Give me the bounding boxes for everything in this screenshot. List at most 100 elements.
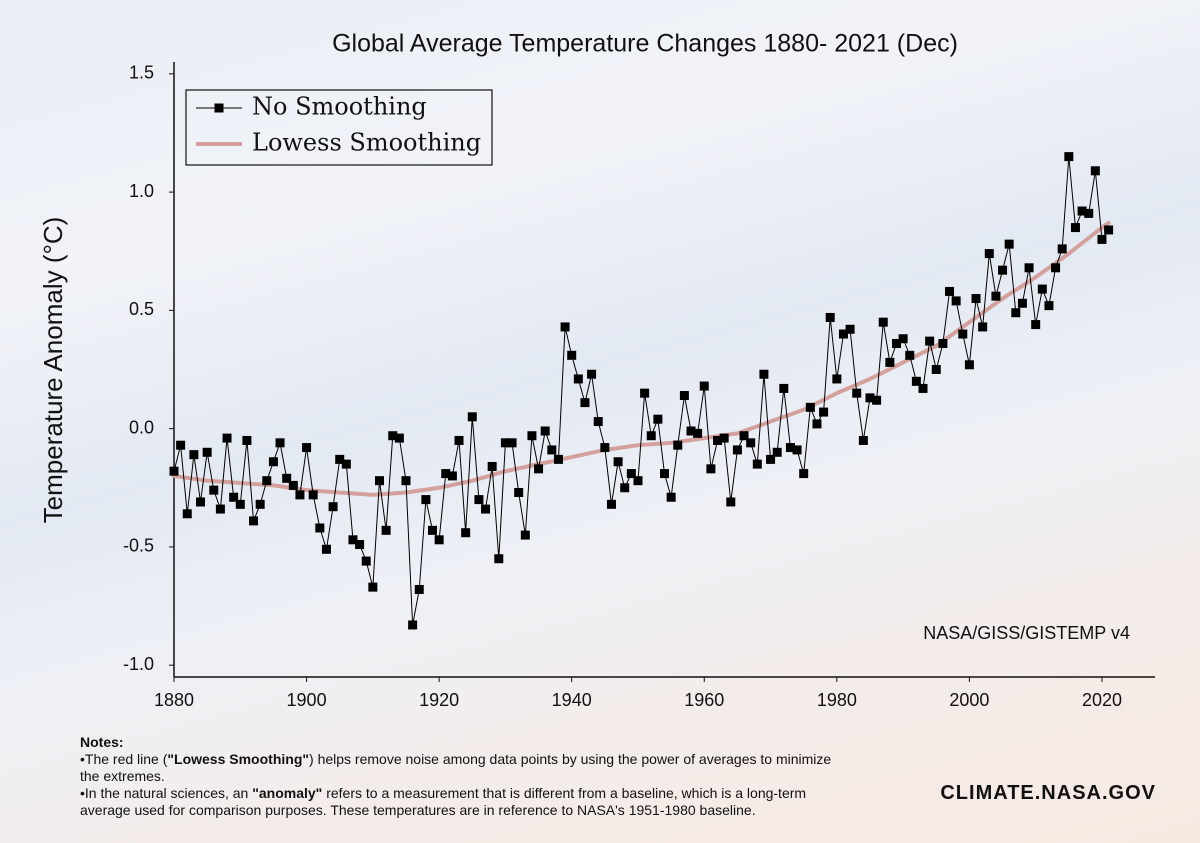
data-point [481, 504, 491, 514]
data-point [679, 391, 689, 401]
data-point [1064, 152, 1074, 162]
data-point [891, 338, 901, 348]
data-point [819, 407, 829, 417]
x-tick-label: 2020 [1082, 690, 1122, 710]
notes-heading: Notes: [80, 734, 124, 750]
y-tick-label: -0.5 [123, 536, 154, 556]
data-point [1051, 263, 1061, 273]
note: In the natural sciences, an "anomaly" re… [80, 785, 850, 819]
data-point [315, 523, 325, 533]
data-point [547, 445, 557, 455]
data-point [1031, 320, 1041, 330]
data-point [620, 483, 630, 493]
data-point [792, 445, 802, 455]
x-tick-label: 1900 [287, 690, 327, 710]
data-point [235, 499, 245, 509]
data-point [454, 435, 464, 445]
legend-marker [214, 103, 224, 113]
data-point [779, 383, 789, 393]
x-tick-label: 1960 [684, 690, 724, 710]
data-point [719, 433, 729, 443]
data-point [255, 499, 265, 509]
data-point [898, 334, 908, 344]
y-tick-label: 0.5 [129, 299, 154, 319]
data-point [215, 504, 225, 514]
note: The red line ("Lowess Smoothing") helps … [80, 751, 850, 785]
note-bold: "Lowess Smoothing" [167, 751, 310, 767]
data-point [441, 469, 451, 479]
data-point [507, 438, 517, 448]
data-point [361, 556, 371, 566]
data-point [626, 469, 636, 479]
data-point [931, 365, 941, 374]
data-point [196, 497, 206, 507]
data-point [169, 466, 179, 476]
data-point [421, 495, 431, 505]
data-point [739, 431, 749, 441]
data-point [242, 435, 252, 445]
note-text: The red line ( [84, 751, 168, 767]
data-point [388, 431, 398, 441]
data-point [202, 447, 212, 457]
data-point [606, 499, 616, 509]
legend-label: Lowess Smoothing [252, 129, 481, 157]
data-point [348, 535, 358, 545]
data-point [925, 336, 935, 346]
data-point [593, 417, 603, 427]
x-tick-label: 1980 [817, 690, 857, 710]
source-label: NASA/GISS/GISTEMP v4 [923, 623, 1130, 643]
data-point [633, 476, 643, 486]
data-point [461, 528, 471, 538]
data-point [945, 286, 955, 296]
data-point [182, 509, 192, 519]
data-point [328, 502, 338, 512]
data-point [785, 443, 795, 453]
data-point [640, 388, 650, 398]
data-point [885, 357, 895, 367]
data-point [447, 471, 457, 481]
data-point [428, 525, 438, 535]
data-point [759, 369, 769, 379]
data-point [832, 374, 842, 384]
data-point [527, 431, 537, 441]
note-text: ) helps remove noise among data points b… [80, 751, 832, 784]
data-point [587, 369, 597, 379]
data-point [693, 428, 703, 438]
note-bold: "anomaly" [252, 785, 323, 801]
data-point [666, 492, 676, 502]
data-point [408, 620, 418, 630]
data-point [249, 516, 259, 526]
data-point [368, 582, 378, 592]
data-point [341, 459, 351, 469]
data-point [1044, 301, 1054, 311]
data-point [752, 459, 762, 469]
data-line [173, 156, 1110, 626]
data-point [1011, 308, 1021, 318]
note-text: refers to a measurement that is differen… [80, 785, 807, 818]
data-point [971, 294, 981, 304]
data-point [858, 435, 868, 445]
data-point [374, 476, 384, 486]
data-point [560, 322, 570, 332]
data-point [1097, 234, 1107, 244]
y-tick-label: 0.0 [129, 417, 154, 437]
data-point [209, 485, 219, 495]
data-point [1084, 208, 1094, 218]
data-point [865, 393, 875, 403]
data-point [964, 360, 974, 370]
data-point [825, 312, 835, 322]
data-point [540, 426, 550, 436]
data-point [706, 464, 716, 474]
data-point [302, 443, 312, 453]
data-point [732, 445, 742, 455]
x-tick-label: 1880 [154, 690, 194, 710]
chart-title: Global Average Temperature Changes 1880-… [332, 30, 958, 58]
data-point [434, 535, 444, 545]
data-point [653, 414, 663, 424]
x-tick-label: 2000 [949, 690, 989, 710]
data-point [268, 457, 278, 467]
data-point [474, 495, 484, 505]
data-point [573, 374, 583, 384]
x-tick-label: 1920 [419, 690, 459, 710]
